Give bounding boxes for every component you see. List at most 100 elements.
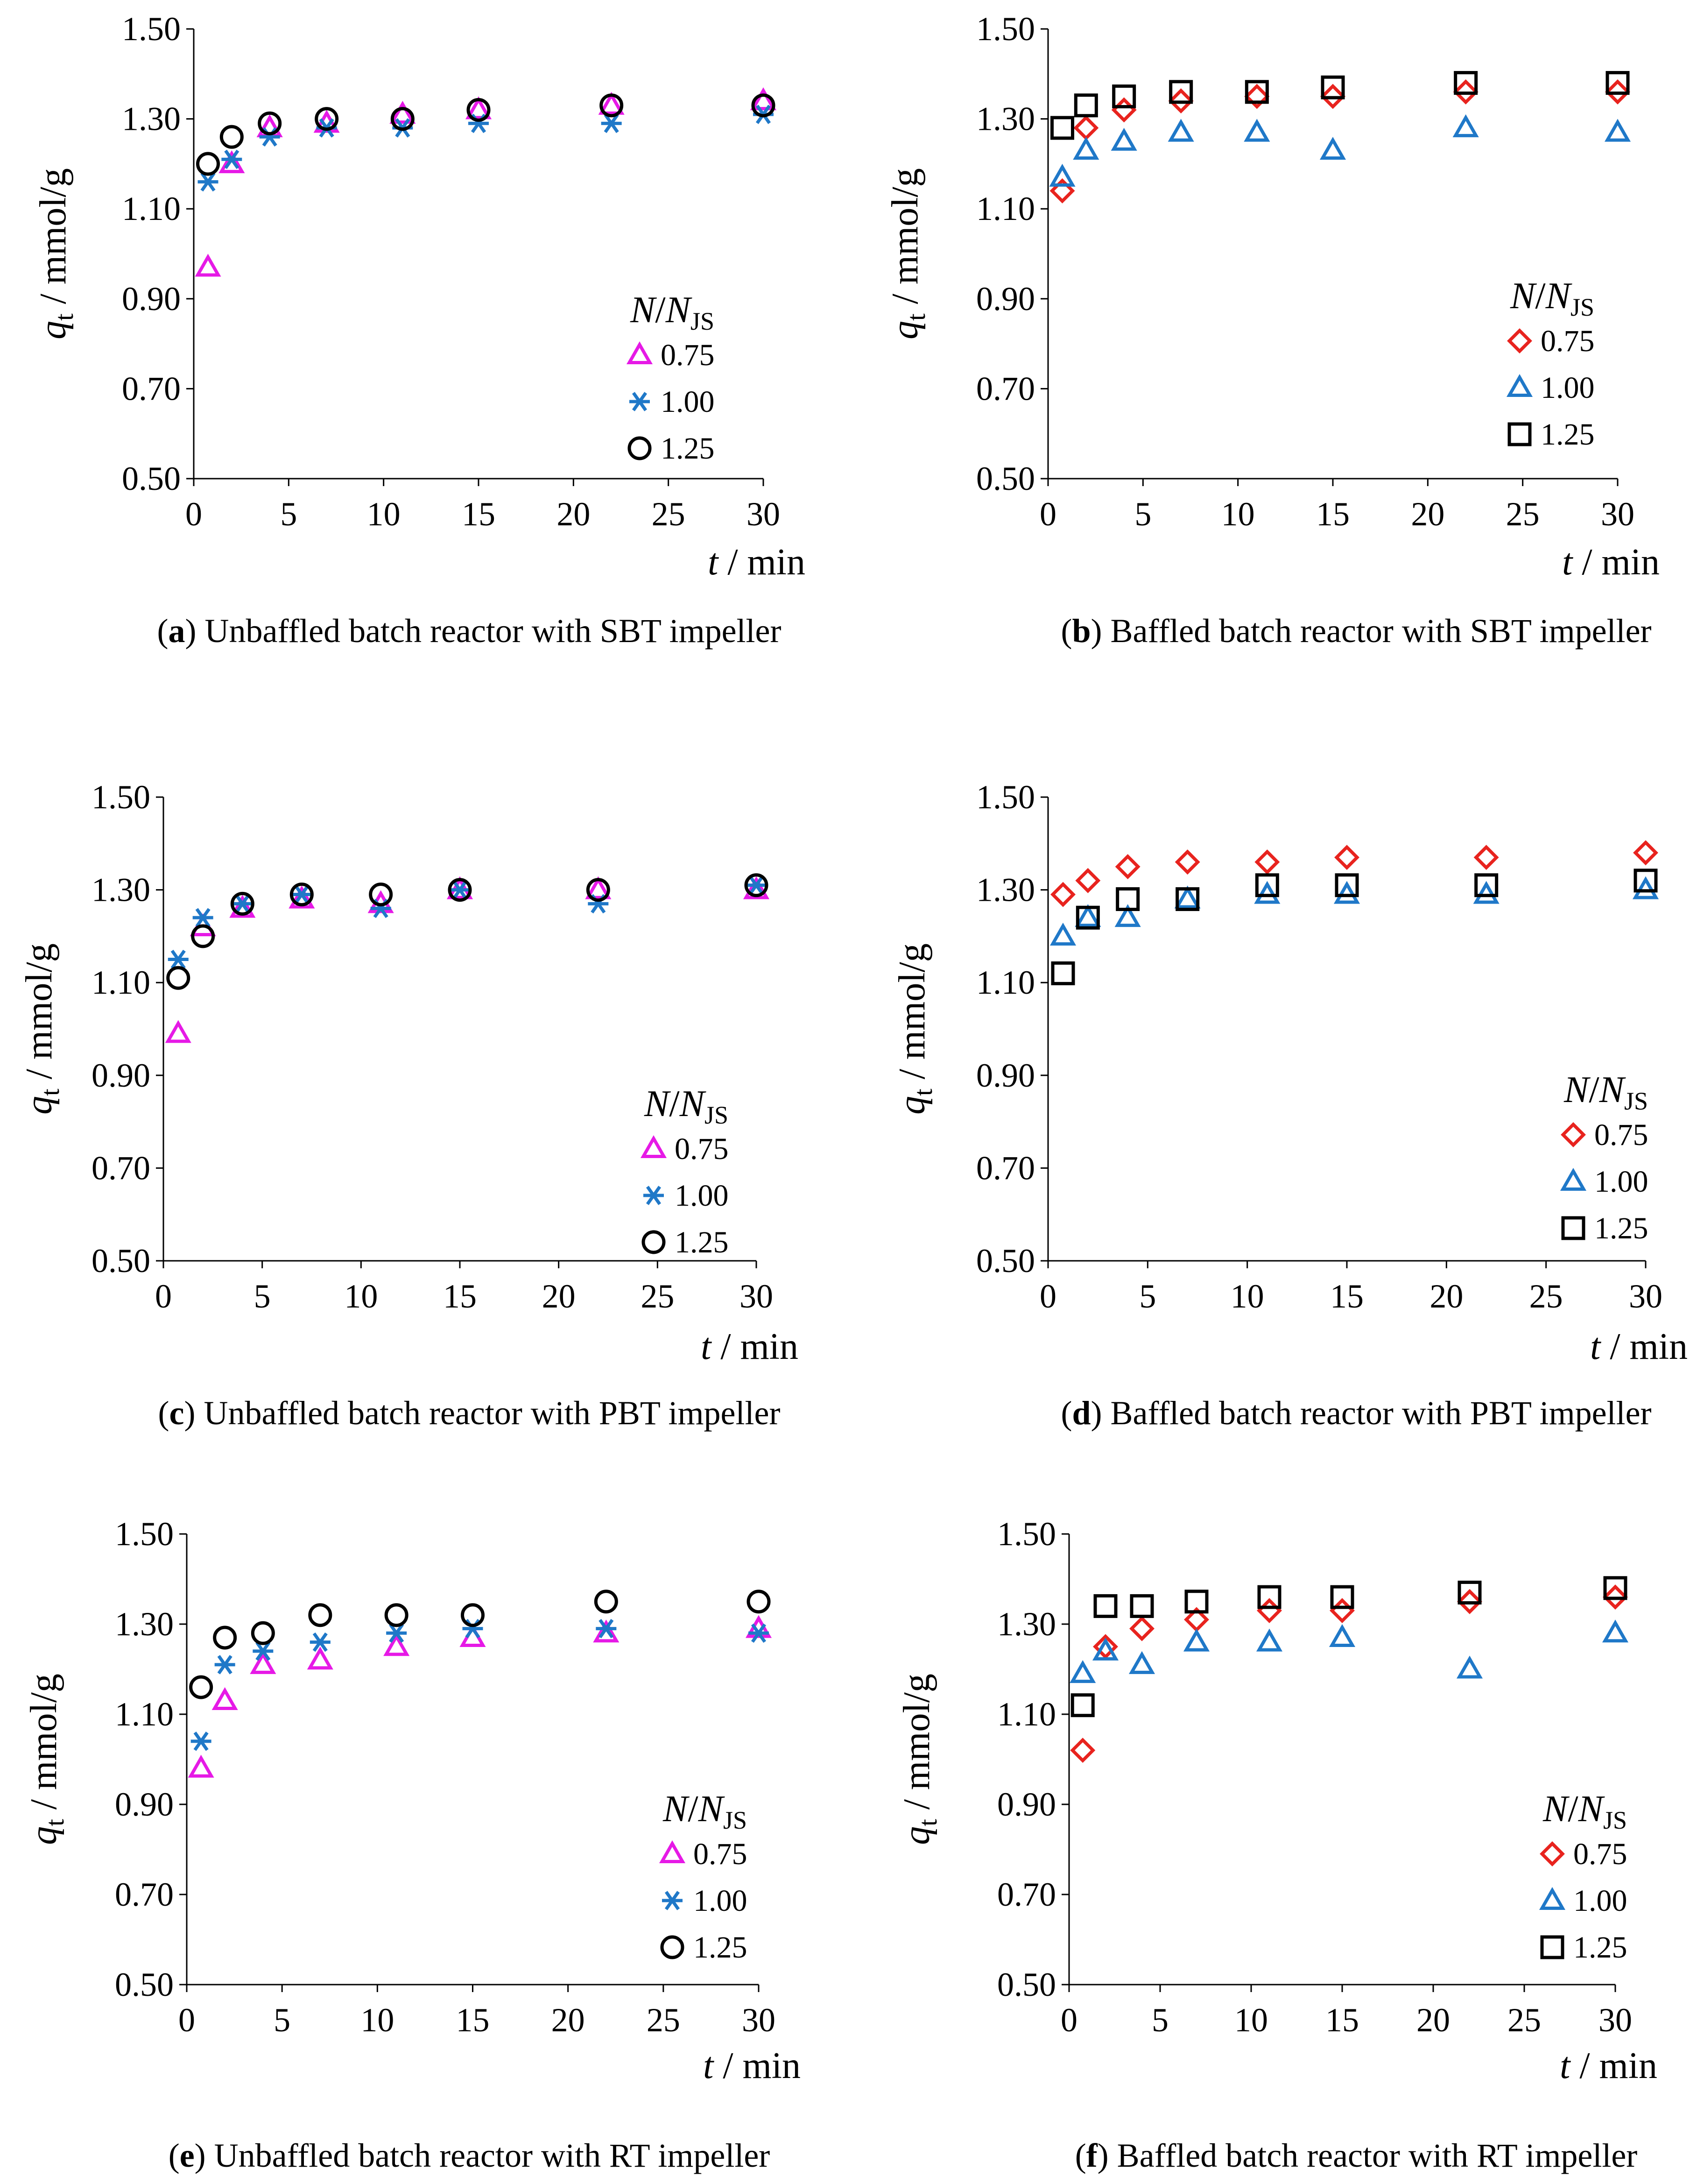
data-point bbox=[1321, 75, 1345, 99]
data-point bbox=[1319, 136, 1346, 160]
data-point bbox=[1070, 1693, 1095, 1718]
panel-caption: (f) Baffled batch reactor with RT impell… bbox=[1075, 2137, 1638, 2174]
x-label-unit: / min bbox=[713, 2045, 801, 2086]
data-point bbox=[1111, 127, 1137, 151]
y-label-symbol: q bbox=[23, 1826, 64, 1845]
data-point bbox=[1474, 873, 1499, 898]
series-0.75 bbox=[1070, 1584, 1628, 1763]
data-point bbox=[369, 883, 393, 907]
y-tick-label: 0.50 bbox=[997, 1966, 1056, 2003]
legend-title-subscript: JS bbox=[704, 1101, 728, 1129]
data-point bbox=[1473, 845, 1499, 870]
series-0.75 bbox=[1049, 79, 1630, 204]
caption-paren-open: ( bbox=[169, 2137, 180, 2174]
y-label-symbol: q bbox=[885, 321, 926, 339]
x-tick-label: 30 bbox=[1598, 2001, 1632, 2039]
caption-letter: f bbox=[1086, 2137, 1098, 2174]
x-tick-label: 5 bbox=[1134, 495, 1151, 533]
y-axis-label: qt / mmol/g bbox=[23, 1674, 70, 1845]
data-point bbox=[448, 878, 472, 902]
y-label-symbol: q bbox=[892, 1096, 933, 1115]
data-point bbox=[291, 884, 312, 905]
data-point bbox=[1112, 84, 1136, 108]
series-1.25 bbox=[1051, 869, 1658, 985]
y-label-symbol: q bbox=[33, 321, 74, 339]
legend-title-slash: / bbox=[688, 1788, 698, 1830]
data-point bbox=[1333, 881, 1360, 904]
data-point bbox=[1330, 1598, 1355, 1623]
caption-paren-close: ) bbox=[1098, 2137, 1117, 2174]
y-label-unit: / mmol/g bbox=[896, 1674, 937, 1819]
data-point bbox=[1175, 849, 1200, 875]
data-point bbox=[232, 894, 253, 914]
legend-marker bbox=[1561, 1216, 1585, 1240]
data-point bbox=[751, 93, 775, 118]
data-point bbox=[585, 876, 612, 899]
data-point bbox=[1603, 1576, 1627, 1600]
legend-label: 1.00 bbox=[1573, 1884, 1627, 1918]
legend-title-njs: N bbox=[1545, 276, 1573, 317]
data-point bbox=[1257, 1585, 1282, 1609]
y-tick-label: 0.50 bbox=[122, 460, 181, 497]
legend-title-subscript: JS bbox=[723, 1806, 747, 1834]
data-point bbox=[1168, 88, 1194, 114]
data-point bbox=[1330, 1585, 1354, 1609]
x-tick-label: 15 bbox=[1316, 495, 1350, 533]
y-label-subscript: t bbox=[50, 313, 79, 321]
x-tick-label: 10 bbox=[1234, 2001, 1268, 2039]
legend-label: 0.75 bbox=[1541, 324, 1595, 358]
series-1.00 bbox=[1049, 114, 1631, 187]
y-tick-label: 1.50 bbox=[976, 778, 1035, 816]
x-axis-label: t / min bbox=[708, 542, 805, 583]
data-point bbox=[211, 1687, 238, 1710]
data-point bbox=[1605, 79, 1630, 105]
data-point bbox=[1254, 849, 1280, 875]
data-point bbox=[189, 1675, 213, 1699]
x-tick-label: 20 bbox=[1416, 2001, 1450, 2039]
data-point bbox=[1454, 71, 1478, 95]
data-point bbox=[1050, 116, 1074, 140]
legend-marker bbox=[662, 1891, 683, 1910]
data-point bbox=[221, 149, 242, 169]
x-label-symbol: t bbox=[1590, 1326, 1601, 1367]
legend-label: 1.00 bbox=[1541, 371, 1595, 405]
x-label-symbol: t bbox=[708, 542, 719, 583]
x-tick-label: 0 bbox=[155, 1278, 172, 1315]
y-tick-label: 0.90 bbox=[997, 1786, 1056, 1823]
data-point bbox=[1602, 1619, 1629, 1643]
data-point bbox=[1129, 1616, 1155, 1641]
data-point bbox=[389, 100, 416, 124]
data-point bbox=[1254, 881, 1281, 904]
data-point bbox=[218, 150, 245, 173]
legend-label: 1.25 bbox=[675, 1225, 729, 1259]
y-label-subscript: t bbox=[36, 1088, 65, 1096]
y-label-subscript: t bbox=[41, 1819, 70, 1826]
series-1.00 bbox=[190, 1619, 769, 1751]
x-tick-label: 25 bbox=[1507, 2001, 1541, 2039]
data-point bbox=[386, 1623, 407, 1643]
x-tick-label: 30 bbox=[1629, 1278, 1662, 1315]
data-point bbox=[1452, 114, 1479, 137]
x-tick-label: 5 bbox=[1152, 2001, 1169, 2039]
data-point bbox=[750, 87, 777, 111]
data-point bbox=[1244, 84, 1270, 109]
legend-title-njs: N bbox=[665, 290, 693, 331]
y-label-symbol: q bbox=[19, 1096, 60, 1115]
data-point bbox=[743, 876, 770, 899]
y-tick-label: 1.50 bbox=[92, 778, 150, 816]
x-axis-label: t / min bbox=[1562, 542, 1660, 583]
legend-title-slash: / bbox=[1589, 1069, 1599, 1110]
data-point bbox=[1049, 178, 1075, 204]
panel-caption: (b) Baffled batch reactor with SBT impel… bbox=[1061, 612, 1651, 650]
caption-letter: e bbox=[180, 2137, 195, 2174]
data-point bbox=[1114, 904, 1141, 927]
data-point bbox=[594, 1590, 618, 1614]
legend-title-n: N bbox=[1510, 276, 1537, 317]
legend-marker bbox=[627, 436, 652, 460]
legend-marker bbox=[641, 1230, 666, 1254]
